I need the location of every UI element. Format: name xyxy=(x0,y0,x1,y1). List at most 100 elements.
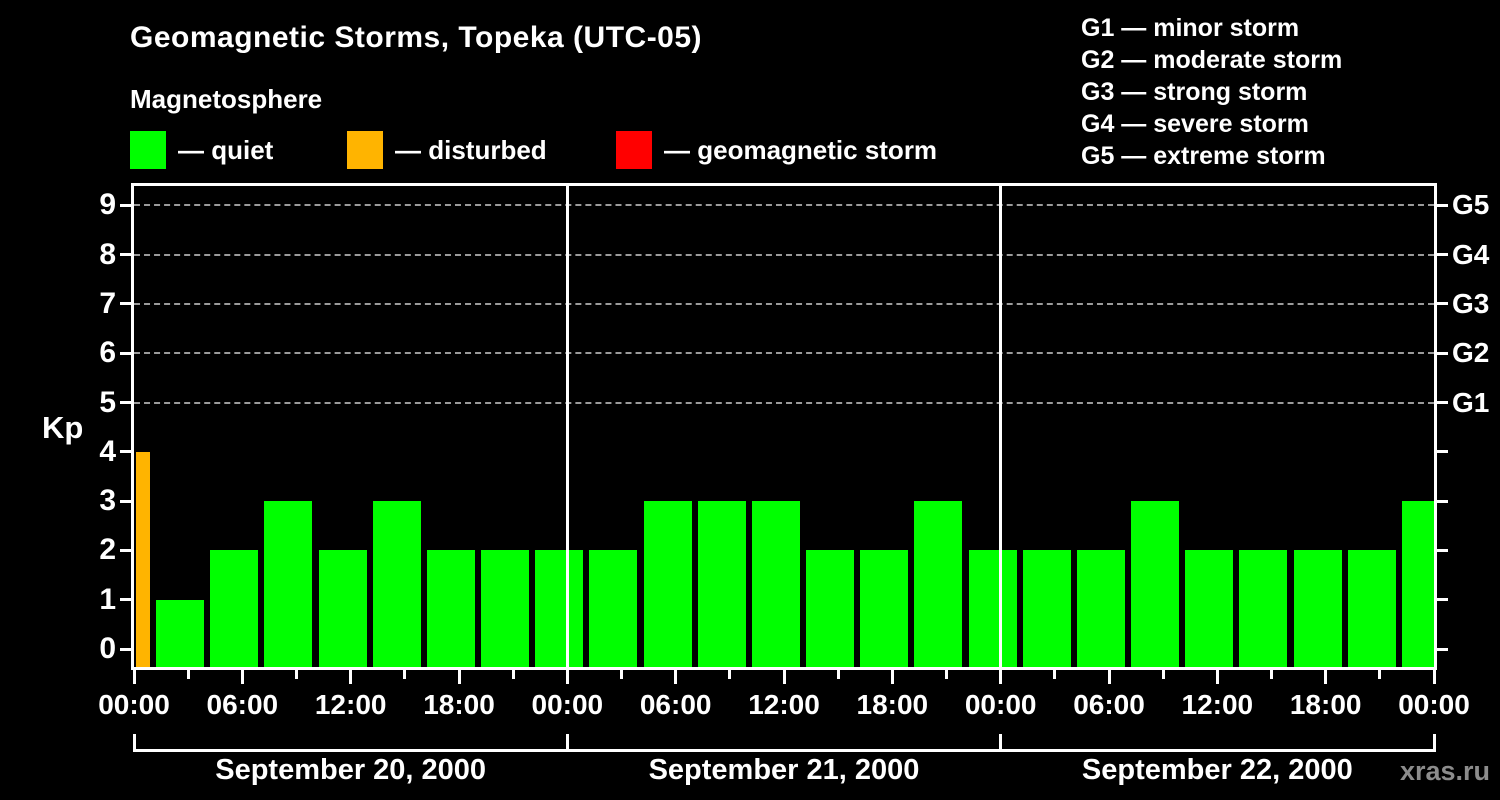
date-bracket-line xyxy=(133,749,1436,752)
x-tick-label: 00:00 xyxy=(964,689,1037,720)
y-tick-label: 7 xyxy=(99,286,116,320)
kp-bar xyxy=(264,501,313,667)
g-level-label: G1 xyxy=(1452,386,1490,418)
x-tick-label: 12:00 xyxy=(748,689,820,720)
x-tick-label: 00:00 xyxy=(531,689,604,720)
kp-bar xyxy=(481,550,529,667)
x-minor-tick xyxy=(511,670,515,679)
kp-bar xyxy=(1131,501,1179,667)
x-minor-tick xyxy=(186,670,190,679)
kp-bar xyxy=(426,550,475,667)
kp-bar-partial xyxy=(136,451,150,667)
y-axis-tick xyxy=(120,548,131,552)
y-axis-tick xyxy=(120,647,131,651)
gridline-kp7 xyxy=(134,302,1434,305)
date-label: September 22, 2000 xyxy=(1081,754,1353,786)
kp-bar xyxy=(372,501,421,667)
right-axis-tick xyxy=(1437,598,1448,602)
x-minor-tick xyxy=(620,670,623,679)
right-axis-tick xyxy=(1437,450,1448,454)
watermark: xras.ru xyxy=(1399,756,1490,786)
g-legend-item: G3 — strong storm xyxy=(1081,78,1308,106)
storm-legend-label: — geomagnetic storm xyxy=(664,135,938,165)
x-minor-tick xyxy=(1378,670,1382,679)
gridline-kp8 xyxy=(134,253,1434,256)
kp-bar xyxy=(860,550,909,667)
x-minor-tick xyxy=(295,670,298,679)
x-major-tick xyxy=(1215,670,1219,684)
g-level-label: G5 xyxy=(1452,189,1490,221)
kp-bar xyxy=(1347,550,1396,667)
g-level-label: G4 xyxy=(1452,238,1490,270)
x-tick-label: 18:00 xyxy=(1289,689,1362,720)
kp-bar xyxy=(156,599,204,667)
g-scale-legend: G1 — minor storm G2 — moderate storm G3 — … xyxy=(1081,12,1342,172)
y-tick-label: 5 xyxy=(99,385,116,419)
kp-bar xyxy=(318,550,367,667)
date-bracket-tick xyxy=(999,734,1003,751)
g-legend-item: G4 — severe storm xyxy=(1081,110,1309,138)
x-minor-tick xyxy=(1053,670,1057,679)
x-tick-label: 12:00 xyxy=(1181,689,1254,720)
x-minor-tick xyxy=(945,670,948,679)
right-axis-tick xyxy=(1437,302,1448,306)
x-major-tick xyxy=(999,670,1003,684)
kp-bar xyxy=(1239,550,1288,667)
right-axis-tick xyxy=(1437,548,1448,552)
g-level-label: G3 xyxy=(1452,287,1490,319)
disturbed-legend-swatch xyxy=(347,131,383,169)
y-tick-label: 8 xyxy=(99,237,116,271)
kp-bar xyxy=(697,501,746,667)
date-label: September 21, 2000 xyxy=(648,754,920,786)
y-tick-label: 6 xyxy=(99,336,116,370)
kp-bar xyxy=(589,550,638,667)
date-bracket-tick xyxy=(1432,734,1436,751)
g-legend-item: G1 — minor storm xyxy=(1081,14,1300,42)
kp-bar xyxy=(1293,550,1342,667)
g-level-label: G2 xyxy=(1452,337,1490,369)
right-axis-tick xyxy=(1437,401,1448,404)
kp-bar xyxy=(1076,550,1125,667)
x-major-tick xyxy=(890,670,894,684)
chart-subtitle: Magnetosphere xyxy=(130,84,323,114)
kp-bar xyxy=(643,501,692,667)
x-major-tick xyxy=(132,670,136,684)
x-tick-label: 18:00 xyxy=(423,689,495,720)
y-axis-tick xyxy=(120,351,131,355)
gridline-kp6 xyxy=(134,352,1434,355)
date-bracket-tick xyxy=(132,734,136,751)
g-legend-item: G5 — extreme storm xyxy=(1081,142,1326,170)
x-major-tick xyxy=(1107,670,1111,684)
right-axis-tick xyxy=(1437,351,1448,355)
day-separator xyxy=(999,186,1003,667)
right-axis-tick xyxy=(1437,647,1448,651)
y-axis-title: Kp xyxy=(42,410,84,445)
kp-bar xyxy=(535,550,584,667)
x-minor-tick xyxy=(836,670,840,679)
x-major-tick xyxy=(782,670,786,684)
right-axis-tick xyxy=(1437,253,1448,257)
y-tick-label: 2 xyxy=(99,533,116,567)
x-major-tick xyxy=(674,670,678,684)
y-axis-tick xyxy=(120,598,131,602)
page-title: Geomagnetic Storms, Topeka (UTC-05) xyxy=(130,21,703,54)
kp-bar xyxy=(914,501,963,667)
kp-bar xyxy=(751,501,800,667)
x-tick-label: 06:00 xyxy=(206,689,279,720)
y-tick-label: 4 xyxy=(99,434,116,468)
quiet-legend-label: — quiet xyxy=(178,135,274,165)
y-tick-label: 1 xyxy=(99,582,116,616)
y-tick-label: 0 xyxy=(99,632,116,665)
quiet-legend-swatch xyxy=(130,131,166,169)
y-axis-tick xyxy=(120,253,131,257)
x-major-tick xyxy=(1432,670,1436,684)
x-major-tick xyxy=(240,670,244,684)
kp-bar xyxy=(968,550,1017,667)
gridline-kp5 xyxy=(134,401,1434,404)
kp-bar xyxy=(1401,501,1434,667)
storm-legend-swatch xyxy=(616,131,652,169)
x-tick-label: 06:00 xyxy=(639,689,712,720)
y-tick-label: 9 xyxy=(99,188,116,222)
x-tick-label: 12:00 xyxy=(314,689,387,720)
y-axis-tick xyxy=(120,401,131,404)
